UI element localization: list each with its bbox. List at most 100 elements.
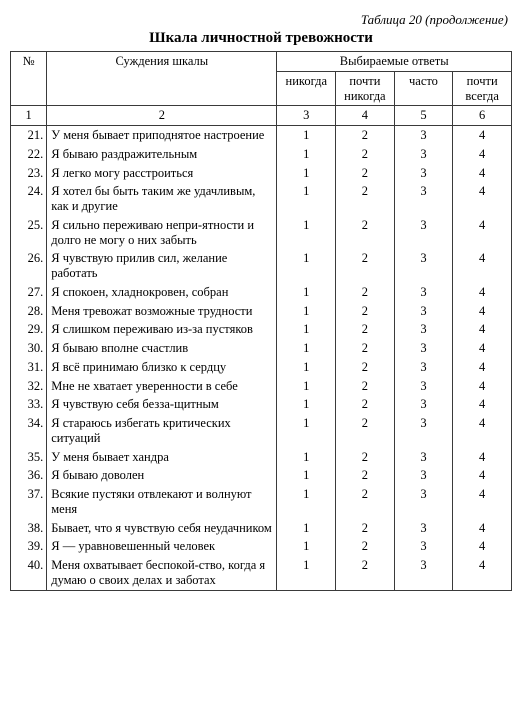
row-option: 1 [277, 395, 336, 414]
row-option: 4 [453, 414, 512, 448]
row-option: 4 [453, 466, 512, 485]
table-title: Шкала личностной тревожности [10, 30, 512, 47]
row-option: 4 [453, 249, 512, 283]
row-option: 1 [277, 358, 336, 377]
row-option: 3 [394, 145, 453, 164]
row-option: 3 [394, 395, 453, 414]
row-statement: Я чувствую себя безза-щитным [47, 395, 277, 414]
col-header-opt-2: часто [394, 71, 453, 106]
row-option: 3 [394, 414, 453, 448]
row-option: 3 [394, 182, 453, 216]
row-option: 1 [277, 283, 336, 302]
row-option: 3 [394, 283, 453, 302]
row-option: 1 [277, 320, 336, 339]
col-header-opt-1: почти никогда [336, 71, 395, 106]
row-option: 3 [394, 519, 453, 538]
row-option: 1 [277, 164, 336, 183]
row-option: 3 [394, 556, 453, 590]
row-statement: Я сильно переживаю непри-ятности и долго… [47, 216, 277, 250]
row-option: 1 [277, 145, 336, 164]
table-row: 39.Я — уравновешенный человек1234 [11, 537, 512, 556]
row-statement: Всякие пустяки отвлекают и волнуют меня [47, 485, 277, 519]
row-number: 38. [11, 519, 47, 538]
row-statement: Я легко могу расстроиться [47, 164, 277, 183]
table-row: 38.Бывает, что я чувствую себя неудачник… [11, 519, 512, 538]
row-statement: Я хотел бы быть таким же удачливым, как … [47, 182, 277, 216]
row-statement: Я слишком переживаю из-за пустяков [47, 320, 277, 339]
row-option: 1 [277, 249, 336, 283]
row-option: 4 [453, 519, 512, 538]
row-option: 4 [453, 126, 512, 145]
table-row: 36.Я бываю доволен1234 [11, 466, 512, 485]
row-statement: Я чувствую прилив сил, желание работать [47, 249, 277, 283]
row-option: 2 [336, 182, 395, 216]
row-option: 4 [453, 395, 512, 414]
row-number: 33. [11, 395, 47, 414]
table-row: 35.У меня бывает хандра1234 [11, 448, 512, 467]
row-option: 3 [394, 537, 453, 556]
table-row: 31.Я всё принимаю близко к сердцу1234 [11, 358, 512, 377]
row-number: 35. [11, 448, 47, 467]
row-option: 4 [453, 448, 512, 467]
table-row: 22.Я бываю раздражительным1234 [11, 145, 512, 164]
row-number: 29. [11, 320, 47, 339]
row-option: 4 [453, 377, 512, 396]
row-statement: У меня бывает хандра [47, 448, 277, 467]
row-option: 2 [336, 320, 395, 339]
row-option: 2 [336, 358, 395, 377]
table-row: 30.Я бываю вполне счастлив1234 [11, 339, 512, 358]
row-statement: Я бываю вполне счастлив [47, 339, 277, 358]
row-option: 2 [336, 216, 395, 250]
col-index-1: 1 [11, 106, 47, 126]
row-option: 2 [336, 249, 395, 283]
row-option: 4 [453, 283, 512, 302]
row-option: 3 [394, 249, 453, 283]
col-index-5: 5 [394, 106, 453, 126]
row-option: 2 [336, 485, 395, 519]
row-option: 4 [453, 182, 512, 216]
row-number: 36. [11, 466, 47, 485]
row-number: 28. [11, 302, 47, 321]
row-statement: Я бываю раздражительным [47, 145, 277, 164]
table-row: 28.Меня тревожат возможные трудности1234 [11, 302, 512, 321]
row-option: 4 [453, 556, 512, 590]
row-option: 3 [394, 320, 453, 339]
row-option: 3 [394, 358, 453, 377]
row-option: 3 [394, 339, 453, 358]
row-option: 1 [277, 302, 336, 321]
row-option: 4 [453, 485, 512, 519]
row-option: 2 [336, 466, 395, 485]
table-row: 40.Меня охватывает беспокой-ство, когда … [11, 556, 512, 590]
row-option: 2 [336, 283, 395, 302]
col-header-num: № [11, 52, 47, 106]
col-header-statement: Суждения шкалы [47, 52, 277, 106]
table-row: 23.Я легко могу расстроиться1234 [11, 164, 512, 183]
row-number: 26. [11, 249, 47, 283]
row-option: 4 [453, 320, 512, 339]
row-option: 4 [453, 216, 512, 250]
row-option: 1 [277, 519, 336, 538]
row-statement: Мне не хватает уверенности в себе [47, 377, 277, 396]
table-row: 29.Я слишком переживаю из-за пустяков123… [11, 320, 512, 339]
row-option: 1 [277, 216, 336, 250]
col-index-3: 3 [277, 106, 336, 126]
col-index-6: 6 [453, 106, 512, 126]
row-statement: У меня бывает приподнятое настроение [47, 126, 277, 145]
row-option: 3 [394, 302, 453, 321]
table-row: 21.У меня бывает приподнятое настроение1… [11, 126, 512, 145]
row-option: 1 [277, 126, 336, 145]
row-number: 25. [11, 216, 47, 250]
row-number: 31. [11, 358, 47, 377]
row-option: 2 [336, 519, 395, 538]
row-statement: Я — уравновешенный человек [47, 537, 277, 556]
row-number: 30. [11, 339, 47, 358]
row-option: 1 [277, 537, 336, 556]
row-number: 22. [11, 145, 47, 164]
row-option: 1 [277, 485, 336, 519]
row-option: 2 [336, 126, 395, 145]
table-row: 32.Мне не хватает уверенности в себе1234 [11, 377, 512, 396]
col-header-opt-0: никогда [277, 71, 336, 106]
row-option: 4 [453, 302, 512, 321]
row-option: 2 [336, 448, 395, 467]
row-option: 2 [336, 164, 395, 183]
